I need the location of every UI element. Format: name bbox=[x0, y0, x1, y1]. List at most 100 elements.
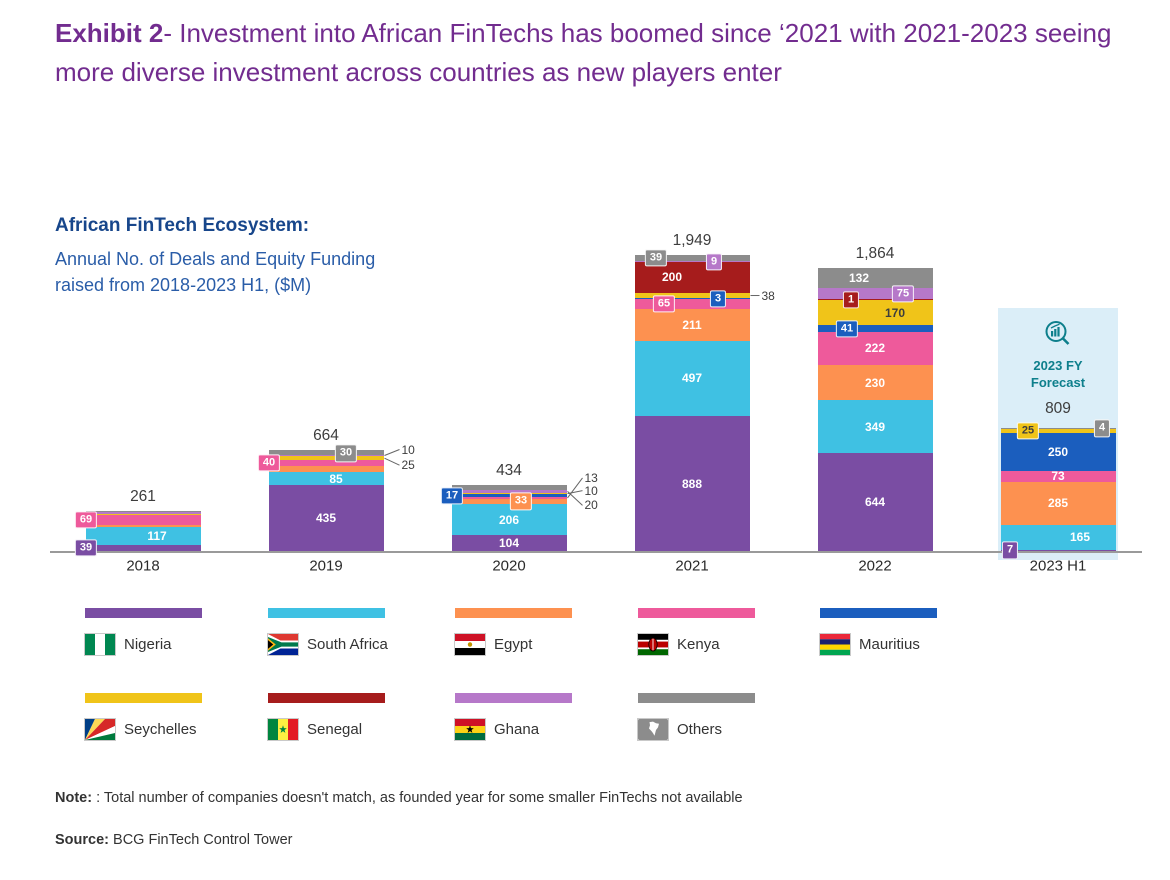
bar-segment-mauritius bbox=[817, 325, 933, 332]
forecast-total: 809 bbox=[1045, 399, 1071, 417]
source: Source: BCG FinTech Control Tower bbox=[55, 832, 292, 848]
legend-color-mauritius bbox=[820, 608, 937, 618]
segment-label: 644 bbox=[864, 495, 886, 510]
legend-item-ghana: Ghana bbox=[454, 716, 539, 742]
legend-label-mauritius: Mauritius bbox=[859, 635, 920, 653]
bar-segment-seychelles bbox=[451, 492, 567, 495]
source-text: BCG FinTech Control Tower bbox=[113, 832, 293, 848]
seychelles-flag-icon bbox=[84, 717, 116, 741]
senegal-flag-icon bbox=[267, 717, 299, 741]
chart-header-line1: African FinTech Ecosystem: bbox=[55, 215, 310, 236]
segment-label-callout: 10 bbox=[584, 483, 598, 498]
source-label: Source: bbox=[55, 832, 109, 848]
bar-segment-ghana bbox=[451, 489, 567, 493]
segment-label: 85 bbox=[329, 471, 343, 486]
bar-segment-ghana bbox=[817, 288, 933, 300]
segment-label: 285 bbox=[1047, 496, 1069, 511]
bar-segment-egypt bbox=[268, 466, 384, 473]
segment-label: 230 bbox=[864, 375, 886, 390]
segment-label-box: 7 bbox=[1001, 541, 1019, 560]
legend-color-seychelles bbox=[85, 693, 202, 703]
chart-header: African FinTech Ecosystem: Annual No. of… bbox=[55, 215, 425, 298]
bar-segment-nigeria bbox=[268, 484, 384, 551]
bar-segment-others bbox=[1000, 428, 1116, 430]
bar-segment-seychelles bbox=[85, 513, 201, 515]
segment-label-box: 17 bbox=[440, 487, 464, 505]
legend-label-kenya: Kenya bbox=[677, 635, 720, 653]
bar-total-2019: 664 bbox=[313, 427, 339, 445]
segment-label: 206 bbox=[498, 512, 520, 527]
legend-color-senegal bbox=[268, 693, 385, 703]
bar-segment-south-africa bbox=[451, 503, 567, 536]
ghana-flag-icon bbox=[454, 717, 486, 741]
bar-segment-senegal bbox=[817, 299, 933, 301]
bar-segment-ghana bbox=[268, 454, 384, 457]
bar-segment-south-africa bbox=[1000, 524, 1116, 550]
bar-segment-nigeria bbox=[85, 545, 201, 551]
segment-label: 165 bbox=[1069, 530, 1091, 545]
segment-label-callout: 25 bbox=[401, 458, 415, 473]
segment-label-box: 3 bbox=[709, 290, 727, 308]
segment-label: 73 bbox=[1051, 469, 1065, 484]
bar-total-2020: 434 bbox=[496, 462, 522, 480]
legend-color-ghana bbox=[455, 693, 572, 703]
bar-segment-kenya bbox=[85, 514, 201, 526]
segment-label: 211 bbox=[682, 317, 702, 332]
segment-label-box: 30 bbox=[334, 444, 358, 463]
segment-label-box: 25 bbox=[1016, 422, 1040, 440]
segment-label-box: 39 bbox=[644, 249, 668, 267]
bar-segment-nigeria bbox=[817, 453, 933, 551]
legend-label-senegal: Senegal bbox=[307, 720, 363, 738]
segment-label-box: 65 bbox=[652, 295, 676, 313]
legend-item-nigeria: Nigeria bbox=[84, 631, 172, 657]
bar-total-2021: 1,949 bbox=[672, 231, 712, 249]
bar-segment-others bbox=[634, 254, 750, 261]
bar-segment-nigeria bbox=[634, 416, 750, 551]
bar-segment-south-africa bbox=[85, 527, 201, 546]
exhibit-title-text: - Investment into African FinTechs has b… bbox=[55, 18, 1112, 87]
nigeria-flag-icon bbox=[84, 632, 116, 656]
exhibit-title: Exhibit 2- Investment into African FinTe… bbox=[55, 14, 1140, 92]
bar-segment-kenya bbox=[634, 298, 750, 309]
legend-item-seychelles: Seychelles bbox=[84, 716, 197, 742]
legend-item-senegal: Senegal bbox=[267, 716, 363, 742]
bar-segment-seychelles bbox=[268, 456, 384, 461]
segment-label: 888 bbox=[681, 476, 703, 491]
note-text: : Total number of companies doesn't matc… bbox=[96, 790, 743, 806]
segment-label-box: 75 bbox=[891, 285, 915, 303]
x-axis-label-2021: 2021 bbox=[675, 557, 709, 575]
legend-item-egypt: Egypt bbox=[454, 631, 532, 657]
bar-segment-seychelles bbox=[1000, 428, 1116, 433]
segment-label-box: 33 bbox=[509, 492, 533, 511]
x-axis-label-2019: 2019 bbox=[309, 557, 343, 575]
legend-label-others: Others bbox=[677, 720, 723, 738]
bar-segment-mauritius bbox=[451, 494, 567, 497]
south-africa-flag-icon bbox=[267, 632, 299, 656]
segment-label: 222 bbox=[864, 341, 886, 356]
bar-segment-south-africa bbox=[634, 340, 750, 417]
segment-label-box: 41 bbox=[835, 319, 859, 338]
segment-label-callout: 20 bbox=[584, 498, 598, 513]
legend-color-egypt bbox=[455, 608, 572, 618]
legend-color-south-africa bbox=[268, 608, 385, 618]
note-label: Note: bbox=[55, 790, 93, 806]
bar-segment-south-africa bbox=[268, 472, 384, 485]
legend-label-south-africa: South Africa bbox=[307, 635, 388, 653]
bar-segment-kenya bbox=[268, 460, 384, 467]
legend-label-nigeria: Nigeria bbox=[124, 635, 172, 653]
bar-segment-others bbox=[85, 511, 201, 513]
bar-segment-egypt bbox=[451, 498, 567, 504]
bar-segment-south-africa bbox=[817, 400, 933, 454]
bar-total-2018: 261 bbox=[130, 488, 156, 506]
segment-label-box: 39 bbox=[74, 539, 98, 557]
note: Note: : Total number of companies doesn'… bbox=[55, 790, 743, 806]
legend-item-kenya: Kenya bbox=[637, 631, 720, 657]
exhibit-label: Exhibit 2 bbox=[55, 18, 164, 48]
bar-segment-others bbox=[268, 450, 384, 455]
segment-label: 497 bbox=[681, 371, 703, 386]
segment-label: 250 bbox=[1047, 444, 1069, 459]
bar-segment-senegal bbox=[634, 262, 750, 293]
